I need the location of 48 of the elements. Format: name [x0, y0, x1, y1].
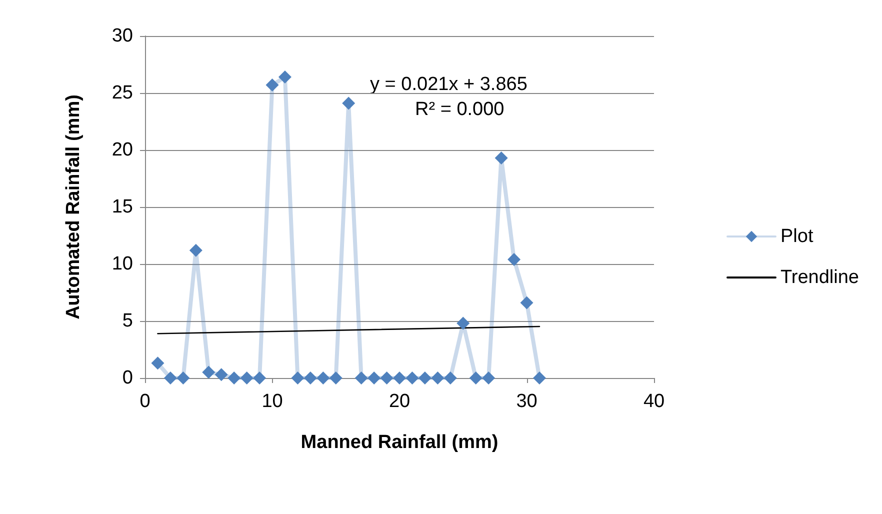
point	[329, 372, 342, 384]
legend-label: Trendline	[780, 267, 860, 288]
y-tick-label: 25	[112, 82, 133, 104]
legend-label: Plot	[780, 226, 814, 247]
x-tick-label: 0	[140, 391, 150, 412]
point	[316, 372, 330, 384]
annotation: R² = 0.000	[415, 99, 504, 120]
x-tick-label: 30	[516, 391, 538, 412]
point	[151, 356, 164, 370]
y-tick-label: 5	[122, 310, 133, 332]
point	[253, 372, 266, 384]
y-tick-label: 0	[122, 368, 133, 388]
y-tick-label: 15	[112, 196, 133, 218]
point	[482, 372, 496, 384]
point	[444, 372, 457, 384]
point	[240, 372, 254, 384]
y-axis-title: Automated Rainfall (mm)	[63, 94, 84, 320]
point	[406, 372, 419, 384]
point	[532, 372, 546, 384]
point	[368, 372, 381, 384]
point	[418, 372, 432, 384]
x-tick-label: 10	[262, 391, 283, 412]
point	[380, 372, 394, 384]
y-tick-label: 20	[112, 140, 133, 160]
point	[393, 372, 406, 384]
point	[164, 372, 177, 384]
point	[354, 372, 368, 384]
point	[189, 244, 202, 257]
y-tick-label: 30	[112, 26, 133, 46]
point	[202, 366, 216, 379]
point	[214, 368, 228, 382]
x-axis-title: Manned Rainfall (mm)	[300, 432, 498, 453]
x-tick-label: 20	[388, 391, 410, 412]
point	[456, 316, 470, 330]
point	[494, 151, 508, 164]
point	[342, 96, 356, 110]
point	[520, 296, 534, 310]
point	[431, 372, 444, 384]
point	[228, 372, 241, 384]
point	[304, 372, 317, 384]
point	[291, 372, 304, 384]
point	[266, 78, 279, 92]
point	[469, 372, 482, 384]
x-tick-label: 40	[643, 391, 665, 412]
point	[508, 252, 521, 266]
point	[278, 70, 292, 84]
y-tick-label: 10	[112, 254, 133, 274]
point	[176, 372, 190, 384]
